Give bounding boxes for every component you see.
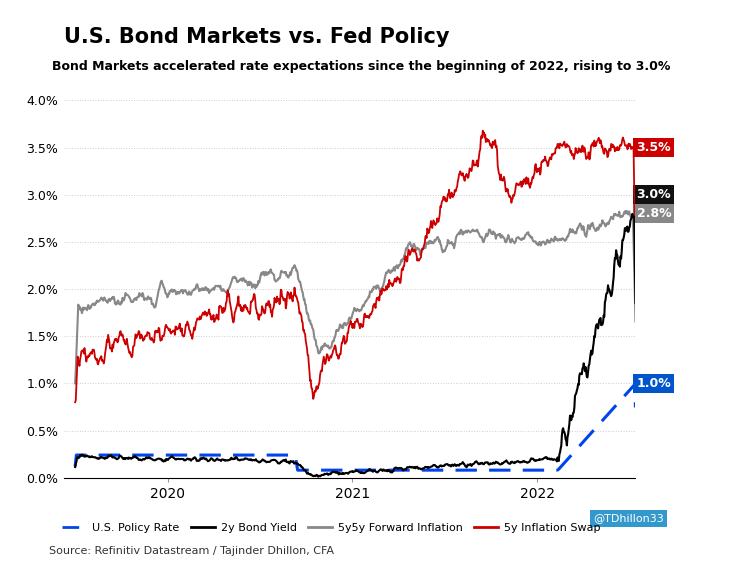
Text: Source: Refinitiv Datastream / Tajinder Dhillon, CFA: Source: Refinitiv Datastream / Tajinder …: [49, 546, 334, 556]
Text: @TDhillon33: @TDhillon33: [593, 513, 664, 523]
Legend: U.S. Policy Rate, 2y Bond Yield, 5y5y Forward Inflation, 5y Inflation Swap: U.S. Policy Rate, 2y Bond Yield, 5y5y Fo…: [58, 519, 605, 538]
Text: U.S. Bond Markets vs. Fed Policy: U.S. Bond Markets vs. Fed Policy: [64, 26, 450, 47]
Text: 3.5%: 3.5%: [637, 141, 672, 154]
Text: 1.0%: 1.0%: [637, 377, 672, 390]
Text: 3.0%: 3.0%: [637, 188, 672, 201]
Text: 2.8%: 2.8%: [637, 207, 672, 220]
Text: Bond Markets accelerated rate expectations since the beginning of 2022, rising t: Bond Markets accelerated rate expectatio…: [53, 60, 671, 72]
